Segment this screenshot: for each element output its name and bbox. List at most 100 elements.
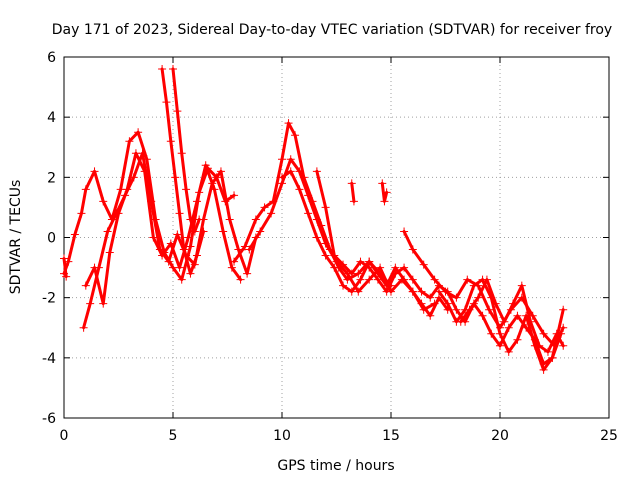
y-tick-label: -2 — [42, 291, 56, 307]
data-point — [496, 329, 504, 338]
data-point — [182, 185, 191, 194]
data-point — [164, 257, 173, 266]
data-point — [474, 293, 483, 302]
series-s3 — [81, 149, 245, 308]
series-line — [402, 229, 565, 348]
data-point — [321, 251, 330, 260]
data-point — [162, 98, 171, 107]
data-point — [216, 167, 225, 176]
data-point — [60, 254, 68, 263]
data-point — [535, 341, 544, 350]
data-point — [517, 281, 526, 290]
data-point — [199, 227, 208, 236]
data-point — [463, 275, 472, 284]
y-tick-label: 6 — [47, 50, 56, 66]
data-point — [365, 275, 374, 284]
data-point — [356, 275, 365, 284]
x-tick-label: 25 — [600, 428, 618, 444]
data-point — [99, 299, 108, 308]
data-point — [131, 149, 140, 158]
series-s9 — [312, 167, 566, 368]
data-point — [177, 275, 186, 284]
data-point — [304, 191, 313, 200]
data-point — [526, 317, 535, 326]
data-point — [426, 311, 435, 320]
data-point — [123, 185, 132, 194]
data-point — [491, 299, 500, 308]
data-point — [365, 263, 374, 272]
data-point — [175, 209, 184, 218]
data-point — [284, 119, 293, 128]
y-tick-label: -4 — [42, 351, 56, 367]
data-point — [304, 209, 313, 218]
series-line — [459, 278, 565, 354]
data-point — [391, 269, 400, 278]
data-point — [230, 257, 239, 266]
data-point — [79, 323, 88, 332]
data-point — [201, 161, 210, 170]
series-s13 — [378, 179, 391, 206]
data-point — [140, 167, 149, 176]
data-point — [373, 275, 382, 284]
axis-ticks: 0 5 10 15 20 25 -6 -4 -2 0 2 4 6 — [42, 50, 618, 444]
data-point — [400, 275, 409, 284]
data-point — [286, 155, 295, 164]
data-point — [504, 347, 513, 356]
x-tick-label: 15 — [382, 428, 400, 444]
data-point — [312, 167, 321, 176]
data-point — [90, 167, 99, 176]
data-point — [330, 263, 339, 272]
data-point — [513, 311, 522, 320]
x-axis-label: GPS time / hours — [277, 458, 394, 474]
data-point — [103, 227, 112, 236]
data-point — [339, 281, 348, 290]
series-line — [280, 169, 450, 318]
data-point — [539, 365, 548, 374]
data-point — [321, 239, 330, 248]
data-point — [487, 329, 496, 338]
data-point — [417, 287, 426, 296]
data-point — [426, 293, 435, 302]
series-s8 — [278, 167, 452, 320]
y-tick-label: 2 — [47, 170, 56, 186]
data-point — [434, 287, 443, 296]
data-point — [378, 179, 387, 188]
series-s11 — [434, 275, 568, 374]
series-s5 — [169, 65, 204, 236]
data-point — [478, 311, 487, 320]
data-point — [81, 185, 90, 194]
data-point — [105, 248, 114, 257]
data-point — [452, 305, 461, 314]
data-point — [171, 173, 180, 182]
data-point — [245, 245, 254, 254]
data-point — [190, 227, 199, 236]
data-point — [295, 167, 304, 176]
data-point — [192, 251, 201, 260]
series-s12 — [456, 275, 568, 356]
data-point — [548, 353, 557, 362]
data-point — [278, 155, 286, 164]
data-point — [400, 263, 409, 272]
data-point — [347, 287, 356, 296]
data-point — [513, 335, 522, 344]
data-point — [321, 203, 330, 212]
data-point — [382, 188, 391, 197]
data-point — [125, 137, 134, 146]
data-point — [186, 269, 195, 278]
data-point — [382, 287, 391, 296]
data-point — [149, 233, 158, 242]
data-point — [312, 215, 321, 224]
data-point — [339, 260, 348, 269]
y-axis-label: SDTVAR / TECUs — [8, 180, 24, 295]
data-point — [240, 242, 249, 251]
data-point — [400, 227, 409, 236]
data-point — [90, 263, 99, 272]
data-point — [312, 233, 321, 242]
data-point — [496, 341, 504, 350]
data-point — [166, 137, 175, 146]
x-tick-label: 0 — [60, 428, 69, 444]
x-tick-label: 10 — [273, 428, 291, 444]
data-point — [509, 299, 518, 308]
data-point — [552, 329, 561, 338]
